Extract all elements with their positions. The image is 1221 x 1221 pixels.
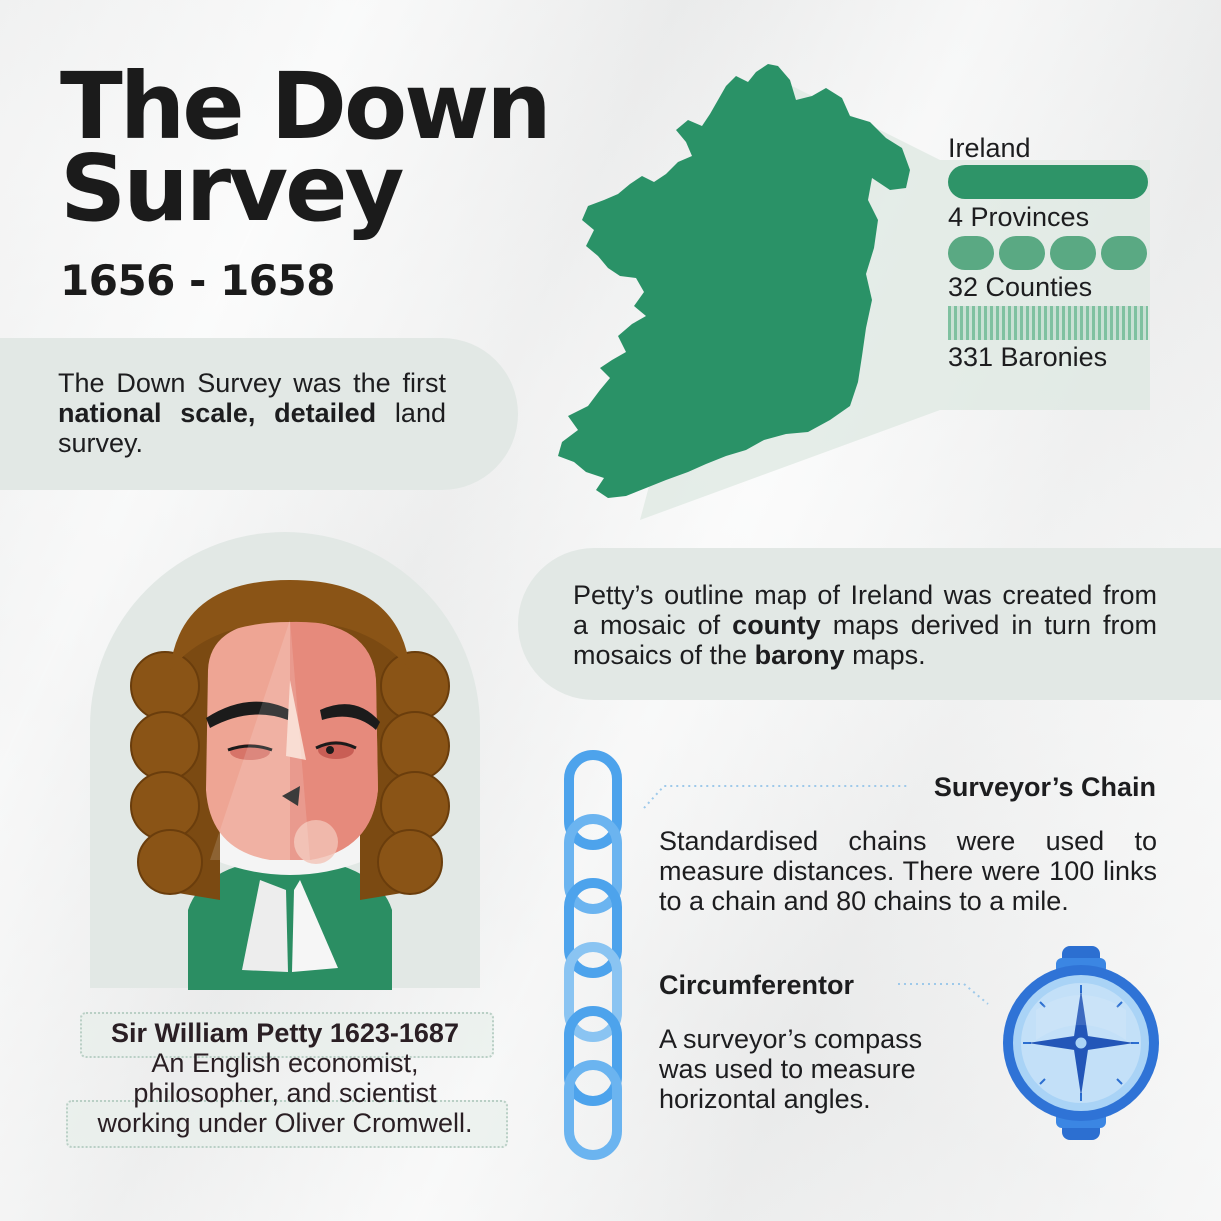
- intro-text-bold: national scale, detailed: [58, 398, 377, 428]
- intro-text-part2: land survey.: [58, 398, 446, 458]
- circumferentor-text: A surveyor’s compass was used to measure…: [659, 1024, 923, 1114]
- petty-map-panel: [518, 548, 1221, 700]
- title-line-1: The Down: [60, 53, 552, 160]
- ireland-bar: [948, 165, 1148, 199]
- compass-icon: [1003, 946, 1159, 1140]
- stat-ireland-label: Ireland: [948, 133, 1031, 163]
- petty-text-bold2: barony: [754, 640, 845, 670]
- stat-baronies-label: 331 Baronies: [948, 342, 1108, 372]
- counties-bar: [948, 306, 1148, 340]
- intro-panel: [0, 338, 518, 490]
- stat-provinces-label: 4 Provinces: [948, 202, 1090, 232]
- province-pill: [999, 236, 1045, 270]
- stat-counties-label: 32 Counties: [948, 272, 1093, 302]
- portrait-illustration: [130, 580, 450, 990]
- petty-text-part3: maps.: [844, 640, 926, 670]
- petty-map-text: Petty’s outline map of Ireland was creat…: [573, 580, 1157, 670]
- petty-text-part1: Petty’s outline map of Ireland was creat…: [573, 580, 1157, 640]
- date-range: 1656 - 1658: [60, 256, 335, 305]
- portrait-caption: Sir William Petty 1623-1687 An English e…: [60, 1018, 510, 1138]
- caption-name-box: [80, 1012, 494, 1058]
- chain-text: Standardised chains were used to measure…: [659, 826, 1157, 916]
- petty-text-bold1: county: [732, 610, 821, 640]
- surveyor-chain-icon: [564, 750, 622, 1160]
- ireland-map-icon: [558, 64, 910, 498]
- province-pill: [1101, 236, 1147, 270]
- intro-text-part1: The Down Survey was the first: [58, 368, 446, 398]
- compass-leader-line: [898, 983, 989, 1005]
- caption-bottom-box: [66, 1100, 508, 1148]
- portrait-caption-line2: An English economist,: [151, 1048, 419, 1078]
- portrait-name: Sir William Petty 1623-1687: [111, 1018, 459, 1048]
- portrait-caption-line3: philosopher, and scientist: [133, 1078, 437, 1108]
- province-pill: [948, 236, 994, 270]
- circumferentor-title: Circumferentor: [659, 970, 855, 1000]
- province-pill: [1050, 236, 1096, 270]
- page-title: The Down Survey: [60, 53, 620, 242]
- portrait-caption-line4: working under Oliver Cromwell.: [97, 1108, 473, 1138]
- title-line-2: Survey: [60, 135, 404, 242]
- chain-leader-line: [643, 785, 908, 809]
- intro-text: The Down Survey was the first national s…: [58, 368, 446, 458]
- chain-title: Surveyor’s Chain: [933, 772, 1156, 802]
- petty-text-part2: maps derived in turn from mosaics of the: [573, 610, 1157, 670]
